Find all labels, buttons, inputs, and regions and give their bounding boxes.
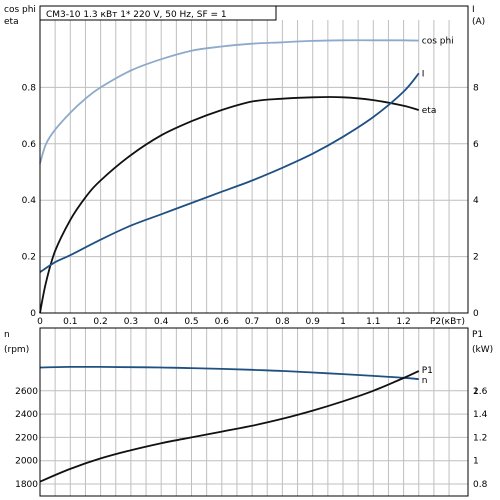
x-tick-label: 0.6 <box>215 317 230 327</box>
x-tick-label: 0.2 <box>93 317 107 327</box>
chart-title: CM3-10 1.3 кВт 1* 220 V, 50 Hz, SF = 1 <box>46 10 227 20</box>
left-tick-label-bottom: 2200 <box>15 433 38 443</box>
right-tick-label-bottom: 1 <box>473 457 479 467</box>
left-axis-label-cosphi: cos phi <box>4 5 36 15</box>
left-tick-label-bottom: 2600 <box>15 387 38 397</box>
grid-layer <box>40 20 468 496</box>
x-tick-label: 0.4 <box>154 317 169 327</box>
right-tick-label: 6 <box>473 140 479 150</box>
bottom-plot-frame <box>39 327 469 497</box>
right-tick-label: 4 <box>473 196 479 206</box>
right-tick-label-bottom: 1.4 <box>473 410 488 420</box>
x-tick-label: 0 <box>37 317 43 327</box>
title-box <box>39 5 277 21</box>
left-tick-label-bottom: 1800 <box>15 480 38 490</box>
left-tick-label: 0.4 <box>22 196 37 206</box>
right-tick-label: 8 <box>473 83 479 93</box>
left-tick-label: 0 <box>30 309 36 319</box>
right-tick-label: 0 <box>473 309 479 319</box>
x-tick-label: 1.1 <box>366 317 380 327</box>
right-axis-label-kw: (kW) <box>472 345 493 355</box>
x-tick-label: 1 <box>340 317 346 327</box>
series-line-P1-bottom <box>39 370 420 483</box>
x-tick-label: 0.1 <box>63 317 77 327</box>
series-line-I-top <box>39 72 420 273</box>
left-tick-label: 0.2 <box>22 253 36 263</box>
series-label-I: I <box>422 69 425 79</box>
series-line-eta-top <box>39 96 420 314</box>
left-tick-label: 0.8 <box>22 83 37 93</box>
right-axis-label-a: (A) <box>472 17 485 27</box>
x-tick-label: 0.9 <box>306 317 321 327</box>
x-axis-label: P2(кВт) <box>430 317 465 327</box>
right-tick-label-bottom: 2 <box>473 387 479 397</box>
series-label-P1: P1 <box>422 366 433 376</box>
right-tick-label: 2 <box>473 253 479 263</box>
left-tick-label: 0.6 <box>22 140 37 150</box>
series-line-n-bottom <box>39 365 419 380</box>
x-tick-label: 1.2 <box>396 317 410 327</box>
x-tick-label: 0.3 <box>124 317 138 327</box>
curve-layer <box>39 39 420 483</box>
x-tick-label: 0.5 <box>184 317 198 327</box>
right-tick-label-bottom: 1.2 <box>473 433 487 443</box>
right-axis-label-i: I <box>472 5 475 15</box>
text-layer: CM3-10 1.3 кВт 1* 220 V, 50 Hz, SF = 1 co… <box>4 5 493 490</box>
series-label-n: n <box>422 376 428 386</box>
x-tick-label: 0.7 <box>245 317 259 327</box>
left-axis-label-n: n <box>4 330 10 340</box>
series-label-cos-phi: cos phi <box>422 37 454 47</box>
right-tick-label-bottom: 0.8 <box>473 480 488 490</box>
left-axis-label-rpm: (rpm) <box>4 345 29 355</box>
left-axis-label-eta: eta <box>4 17 19 27</box>
right-tick-label-bottom: 1.6 <box>473 387 488 397</box>
right-axis-label-p1: P1 <box>472 330 483 340</box>
left-tick-label-bottom: 2000 <box>15 457 38 467</box>
x-tick-label: 0.8 <box>275 317 290 327</box>
series-line-cos-phi-top <box>39 39 419 164</box>
left-tick-label-bottom: 2400 <box>15 410 38 420</box>
frame-layer <box>39 5 469 497</box>
series-label-eta: eta <box>422 106 437 116</box>
